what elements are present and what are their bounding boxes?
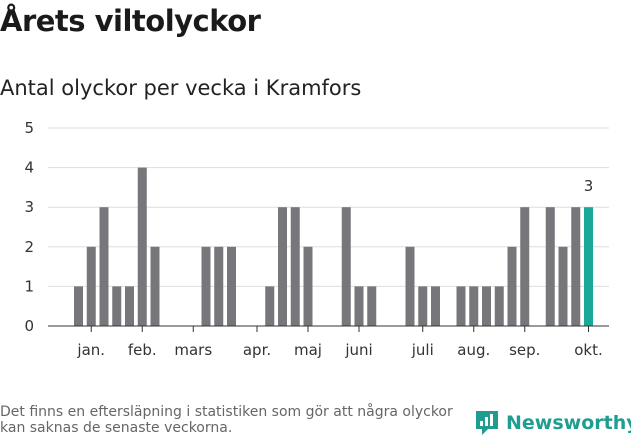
y-tick-label: 2 [24, 238, 34, 256]
bar[interactable] [99, 207, 109, 326]
data-label-current-week: 3 [584, 177, 594, 195]
y-tick-label: 0 [24, 317, 34, 335]
bars [74, 167, 593, 326]
bar[interactable] [150, 246, 160, 326]
bar[interactable] [367, 286, 377, 326]
y-axis-ticks: 0 1 2 3 4 5 [24, 119, 34, 335]
y-tick-label: 5 [24, 119, 34, 137]
bar[interactable] [418, 286, 428, 326]
bar-current-week[interactable] [584, 207, 593, 326]
bar[interactable] [278, 207, 287, 326]
x-tick-label: jan. [76, 341, 105, 359]
y-tick-label: 1 [24, 277, 34, 295]
bar[interactable] [456, 286, 466, 326]
bar[interactable] [290, 207, 300, 326]
x-tick-label: apr. [243, 341, 271, 359]
bar[interactable] [341, 207, 351, 326]
bar[interactable] [405, 246, 415, 326]
bar[interactable] [494, 286, 504, 326]
footnote: Det finns en eftersläpning i statistiken… [0, 404, 453, 436]
bar[interactable] [227, 246, 236, 326]
bar-chart: 0 1 2 3 4 5 jan. feb. mars apr. maj juni juli aug. se… [24, 119, 609, 359]
bar[interactable] [214, 246, 224, 326]
bar[interactable] [507, 246, 517, 326]
x-tick-label: juni [344, 341, 372, 359]
y-tick-label: 4 [24, 159, 34, 177]
bar[interactable] [545, 207, 555, 326]
x-tick-label: okt. [574, 341, 603, 359]
x-tick-label: mars [174, 341, 212, 359]
newsworthy-logo-icon [476, 411, 498, 435]
bar[interactable] [125, 286, 134, 326]
x-axis-ticks: jan. feb. mars apr. maj juni juli aug. sep. okt. [76, 326, 603, 359]
bar[interactable] [482, 286, 491, 326]
bar[interactable] [469, 286, 479, 326]
x-tick-label: maj [294, 341, 322, 359]
bar[interactable] [354, 286, 364, 326]
bar[interactable] [558, 246, 568, 326]
bar[interactable] [137, 167, 147, 326]
bar[interactable] [520, 207, 530, 326]
x-tick-label: aug. [457, 341, 490, 359]
chart-title: Årets viltolyckor [0, 4, 261, 38]
bar[interactable] [86, 246, 96, 326]
x-tick-label: feb. [128, 341, 157, 359]
bar[interactable] [74, 286, 83, 326]
bar[interactable] [112, 286, 122, 326]
y-tick-label: 3 [24, 198, 34, 216]
bar[interactable] [201, 246, 211, 326]
brand-name: Newsworthy [506, 412, 631, 434]
bar[interactable] [265, 286, 275, 326]
brand-logo[interactable]: Newsworthy [474, 408, 631, 438]
x-tick-label: juli [411, 341, 434, 359]
bar[interactable] [571, 207, 581, 326]
x-tick-label: sep. [509, 341, 540, 359]
chart-subtitle: Antal olyckor per vecka i Kramfors [0, 76, 362, 100]
data-labels: 3 [584, 177, 594, 195]
bar[interactable] [303, 246, 313, 326]
bar[interactable] [431, 286, 440, 326]
